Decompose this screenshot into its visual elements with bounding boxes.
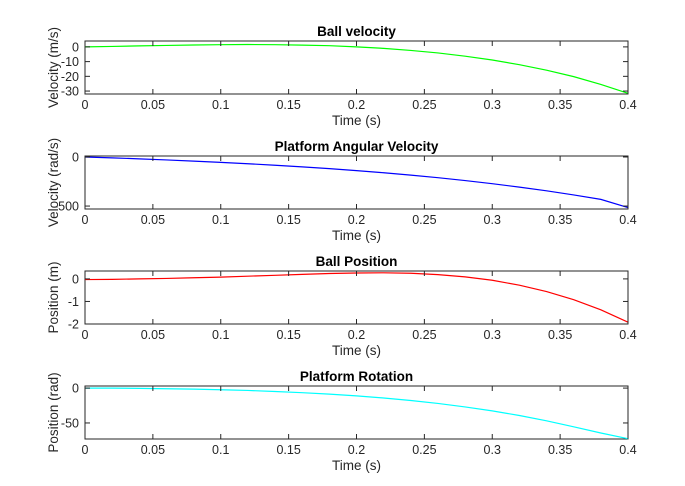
subplot-ball-position: 0 0.05 0.1 0.15 0.2 0.25 0.3 0.35 0.4 0 -1 -2 Ball … — [46, 254, 637, 358]
tick-layer: 0 0.05 0.1 0.15 0.2 0.25 0.3 0.35 0.40-10-20-30 — [61, 40, 637, 112]
y-tick-label: 0 — [72, 40, 79, 54]
x-tick-label: 0.15 — [276, 98, 300, 112]
x-tick-label: 0 — [82, 213, 89, 227]
series-layer — [84, 387, 629, 440]
x-tick-label: 0.3 — [484, 98, 501, 112]
x-tick-label: 0.2 — [348, 98, 365, 112]
x-tick-label: 0.25 — [412, 98, 436, 112]
subplot-ball-velocity: 0 0.05 0.1 0.15 0.2 0.25 0.3 0.35 0.40-10-20-30 … — [46, 24, 637, 128]
y-tick-label: -2 — [68, 318, 79, 332]
x-tick-label: 0.15 — [276, 443, 300, 457]
y-tick-label: -10 — [61, 55, 79, 69]
x-tick-label: 0.15 — [276, 328, 300, 342]
series-layer — [84, 43, 629, 94]
y-axis-label: Position (rad) — [46, 372, 61, 452]
subplot-platform-angular-velocity: 0 0.05 0.1 0.15 0.2 0.25 0.3 0.35 0.40-500 Platf… — [46, 138, 637, 243]
x-axis-label: Time (s) — [332, 458, 381, 473]
x-tick-label: 0.3 — [484, 213, 501, 227]
chart-title: Platform Rotation — [300, 369, 413, 384]
chart-title: Ball velocity — [317, 24, 396, 39]
x-tick-label: 0.3 — [484, 328, 501, 342]
y-tick-label: 0 — [72, 150, 79, 164]
x-tick-label: 0.35 — [548, 213, 572, 227]
y-tick-label: 0 — [72, 272, 79, 286]
x-tick-label: 0.4 — [619, 443, 636, 457]
y-tick-label: -30 — [61, 85, 79, 99]
x-tick-label: 0.05 — [141, 213, 165, 227]
x-axis-label: Time (s) — [332, 113, 381, 128]
x-tick-label: 0 — [82, 443, 89, 457]
y-tick-label: -50 — [61, 416, 79, 430]
tick-layer: 0 0.05 0.1 0.15 0.2 0.25 0.3 0.35 0.40-500 — [54, 150, 637, 227]
x-tick-label: 0.4 — [619, 98, 636, 112]
chart-title: Platform Angular Velocity — [275, 139, 439, 154]
y-tick-label: -1 — [68, 295, 79, 309]
x-tick-label: 0.35 — [548, 443, 572, 457]
series-layer — [84, 156, 629, 209]
x-tick-label: 0.05 — [141, 98, 165, 112]
x-tick-label: 0.05 — [141, 443, 165, 457]
x-tick-label: 0.2 — [348, 213, 365, 227]
x-tick-label: 0.1 — [212, 213, 229, 227]
x-tick-label: 0.15 — [276, 213, 300, 227]
subplot-platform-rotation: 0 0.05 0.1 0.15 0.2 0.25 0.3 0.35 0.40-50 Platfo… — [46, 369, 637, 473]
x-tick-label: 0.25 — [412, 328, 436, 342]
y-tick-label: -500 — [54, 200, 79, 214]
x-tick-label: 0.2 — [348, 328, 365, 342]
x-tick-label: 0.35 — [548, 98, 572, 112]
y-tick-label: -20 — [61, 70, 79, 84]
y-axis-label: Position (m) — [46, 261, 61, 333]
x-tick-label: 0.25 — [412, 443, 436, 457]
x-axis-label: Time (s) — [332, 228, 381, 243]
x-tick-label: 0 — [82, 328, 89, 342]
axes-frame — [84, 385, 629, 440]
axes-frame — [84, 40, 629, 95]
chart-title: Ball Position — [316, 254, 398, 269]
series-line — [84, 156, 629, 209]
x-tick-label: 0.25 — [412, 213, 436, 227]
x-tick-label: 0.05 — [141, 328, 165, 342]
series-line — [84, 387, 629, 440]
x-tick-label: 0.4 — [619, 213, 636, 227]
tick-layer: 0 0.05 0.1 0.15 0.2 0.25 0.3 0.35 0.4 0 -1 -2 — [68, 271, 637, 342]
axes-frame — [84, 155, 629, 210]
x-tick-label: 0.1 — [212, 98, 229, 112]
x-tick-label: 0.1 — [212, 443, 229, 457]
x-axis-label: Time (s) — [332, 343, 381, 358]
y-axis-label: Velocity (m/s) — [46, 27, 61, 108]
x-tick-label: 0.4 — [619, 328, 636, 342]
x-tick-label: 0.2 — [348, 443, 365, 457]
axes-frame — [84, 270, 629, 325]
tick-layer: 0 0.05 0.1 0.15 0.2 0.25 0.3 0.35 0.40-50 — [61, 382, 637, 457]
x-tick-label: 0.35 — [548, 328, 572, 342]
y-tick-label: 0 — [72, 382, 79, 396]
x-tick-label: 0 — [82, 98, 89, 112]
x-tick-label: 0.3 — [484, 443, 501, 457]
series-line — [84, 43, 629, 94]
y-axis-label: Velocity (rad/s) — [46, 138, 61, 227]
x-tick-label: 0.1 — [212, 328, 229, 342]
